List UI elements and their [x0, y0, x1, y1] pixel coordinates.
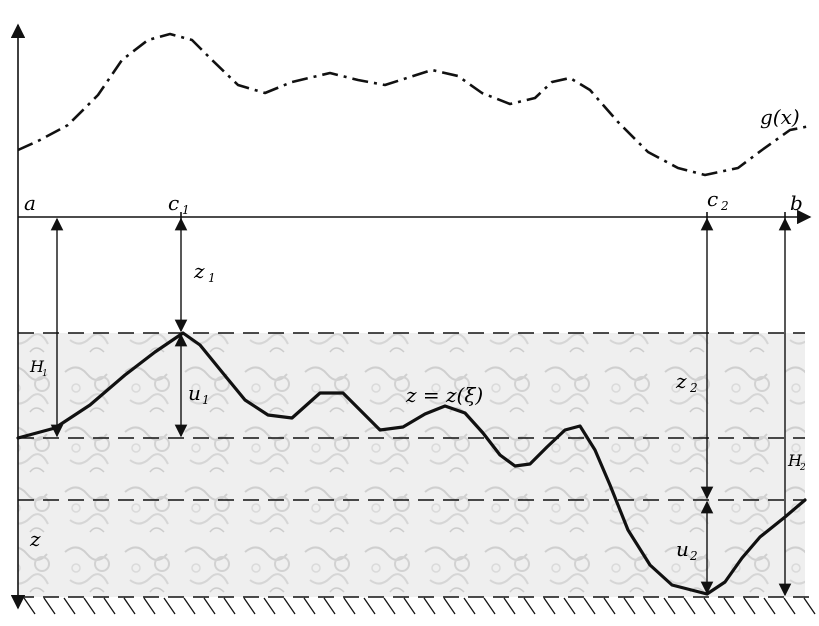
label-c2: c	[707, 187, 718, 211]
label-H2-sub: 2	[799, 463, 806, 473]
hatch-mark	[203, 597, 216, 615]
hatch-mark	[523, 597, 536, 615]
hatch-mark	[583, 597, 596, 615]
hatch-mark	[743, 597, 756, 615]
hatch-mark	[163, 597, 176, 615]
hatch-mark	[723, 597, 736, 615]
hatch-mark	[403, 597, 416, 615]
label-H2: H	[787, 451, 803, 470]
hatch-mark	[603, 597, 616, 615]
hatch-mark	[83, 597, 96, 615]
hatch-mark	[263, 597, 276, 615]
hatch-mark	[183, 597, 196, 615]
label-b: b	[790, 191, 803, 215]
stone-region	[18, 333, 805, 597]
hatch-mark	[443, 597, 456, 615]
hatch-mark	[623, 597, 636, 615]
label-a: a	[24, 191, 36, 215]
label-H1-sub: 1	[42, 369, 48, 379]
hatch-mark	[503, 597, 516, 615]
hatch-mark	[43, 597, 56, 615]
hatch-mark	[63, 597, 76, 615]
label-z1: z	[193, 259, 205, 283]
label-H1: H	[29, 357, 45, 376]
hatch-mark	[343, 597, 356, 615]
label-c1: c	[168, 191, 179, 215]
hatch-mark	[663, 597, 676, 615]
hatch-mark	[383, 597, 396, 615]
hatch-mark	[423, 597, 436, 615]
label-u2-sub: 2	[689, 549, 698, 563]
label-u2: u	[676, 537, 689, 561]
label-z2-sub: 2	[689, 381, 698, 395]
ground-hatching	[23, 597, 816, 615]
hatch-mark	[363, 597, 376, 615]
label-u1-sub: 1	[202, 393, 210, 407]
hatch-mark	[543, 597, 556, 615]
g-curve	[17, 32, 811, 177]
hatch-mark	[323, 597, 336, 615]
label-z-axis: z	[29, 527, 41, 551]
hatch-mark	[243, 597, 256, 615]
hatch-mark	[703, 597, 716, 615]
hatch-mark	[463, 597, 476, 615]
hatch-mark	[683, 597, 696, 615]
label-g-function: g(x)	[760, 105, 800, 129]
label-surface-equation: z = z(ξ)	[405, 383, 483, 407]
hatch-mark	[123, 597, 136, 615]
hatch-mark	[483, 597, 496, 615]
hatch-mark	[23, 597, 36, 615]
label-z1-sub: 1	[208, 271, 216, 285]
hatch-mark	[643, 597, 656, 615]
hatch-mark	[563, 597, 576, 615]
hatch-mark	[103, 597, 116, 615]
label-c2-sub: 2	[720, 199, 729, 213]
hatch-mark	[283, 597, 296, 615]
label-z2: z	[675, 369, 687, 393]
hatch-mark	[143, 597, 156, 615]
label-c1-sub: 1	[182, 203, 190, 217]
hatch-mark	[783, 597, 796, 615]
hatch-mark	[763, 597, 776, 615]
boundary-curve	[16, 331, 807, 596]
label-u1: u	[188, 381, 201, 405]
hatch-mark	[303, 597, 316, 615]
hatch-mark	[803, 597, 816, 615]
hatch-mark	[223, 597, 236, 615]
